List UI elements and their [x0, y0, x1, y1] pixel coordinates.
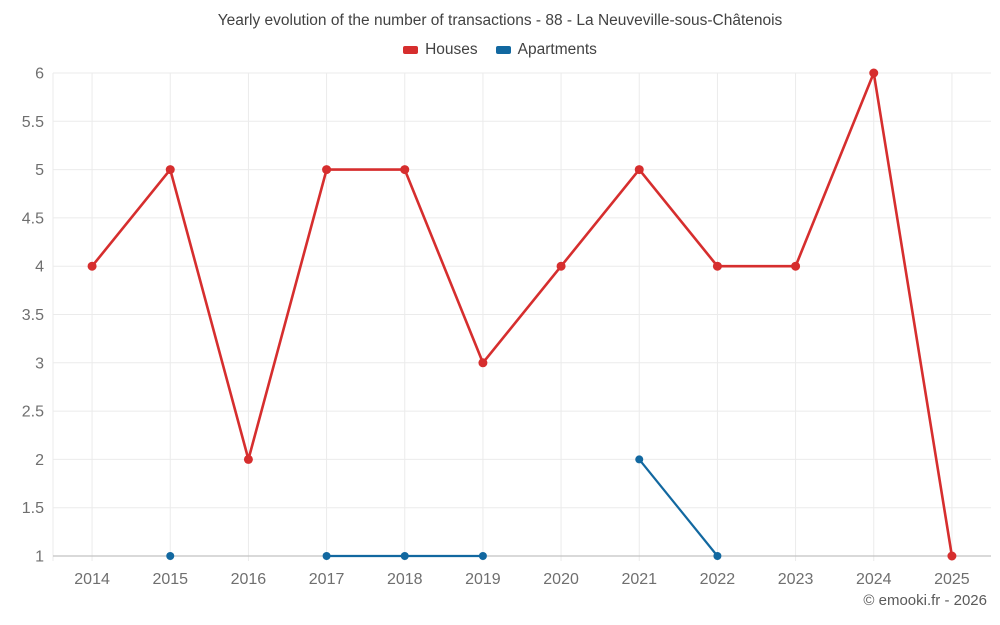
chart-title: Yearly evolution of the number of transa…: [217, 12, 783, 29]
houses-series-swatch-icon: [403, 46, 419, 54]
x-tick-label: 2023: [778, 571, 814, 588]
apartments-point-2022[interactable]: [713, 552, 722, 560]
houses-point-2019[interactable]: [478, 358, 488, 368]
houses-point-2024[interactable]: [869, 68, 879, 78]
apartments-line: [638, 458, 719, 558]
x-tick-label: 2025: [934, 571, 970, 588]
x-tick-label: 2019: [465, 571, 501, 588]
x-tick-label: 2020: [543, 571, 579, 588]
houses-point-2018[interactable]: [400, 165, 410, 175]
apartments-point-2015[interactable]: [166, 552, 175, 560]
y-tick-label: 5: [35, 162, 44, 179]
y-tick-label: 3.5: [22, 307, 44, 324]
y-tick-label: 4: [35, 259, 44, 276]
apartments-point-2018[interactable]: [400, 552, 409, 560]
houses-point-2022[interactable]: [712, 261, 722, 271]
y-tick-label: 2: [35, 452, 44, 469]
legend-label-houses: Houses: [425, 41, 478, 58]
houses-point-2014[interactable]: [87, 261, 97, 271]
y-tick-label: 3: [35, 355, 44, 372]
x-tick-label: 2016: [231, 571, 267, 588]
y-tick-label: 6: [35, 66, 44, 83]
x-tick-label: 2015: [152, 571, 188, 588]
houses-point-2017[interactable]: [322, 165, 332, 175]
legend-label-apartments: Apartments: [517, 41, 597, 58]
x-tick-label: 2018: [387, 571, 423, 588]
apartments-series-swatch-icon: [495, 46, 511, 54]
y-tick-label: 2.5: [22, 404, 44, 421]
houses-point-2015[interactable]: [165, 165, 175, 175]
y-tick-label: 4.5: [22, 210, 44, 227]
x-tick-label: 2022: [700, 571, 736, 588]
apartments-point-2021[interactable]: [635, 455, 644, 464]
x-tick-label: 2014: [74, 571, 110, 588]
houses-line: [90, 71, 954, 558]
houses-point-2025[interactable]: [947, 551, 957, 561]
y-tick-label: 5.5: [22, 114, 44, 131]
x-tick-label: 2024: [856, 571, 892, 588]
y-tick-label: 1: [35, 549, 44, 566]
legend-item-apartments[interactable]: Apartments: [495, 41, 597, 59]
houses-point-2016[interactable]: [243, 454, 253, 464]
houses-point-2021[interactable]: [634, 165, 644, 175]
houses-point-2023[interactable]: [791, 261, 801, 271]
apartments-point-2017[interactable]: [322, 552, 331, 560]
houses-point-2020[interactable]: [556, 261, 566, 271]
chart-legend: Houses Apartments: [0, 41, 1000, 59]
watermark: © emooki.fr - 2026: [863, 592, 987, 609]
y-tick-label: 1.5: [22, 500, 44, 517]
legend-item-houses[interactable]: Houses: [403, 41, 478, 59]
apartments-point-2019[interactable]: [478, 552, 487, 560]
x-tick-label: 2017: [309, 571, 345, 588]
x-tick-label: 2021: [621, 571, 657, 588]
